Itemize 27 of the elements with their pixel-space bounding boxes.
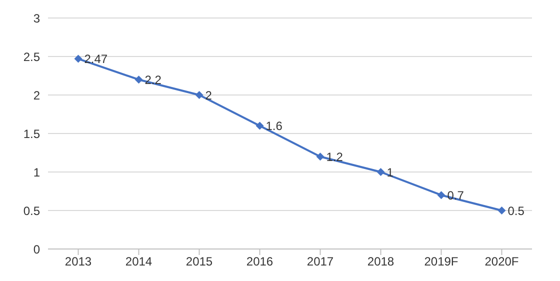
x-tick-label: 2020F (484, 254, 519, 269)
y-tick-label: 3 (33, 11, 40, 26)
point (134, 76, 143, 84)
x-tick-label: 2016 (246, 254, 274, 269)
x-tick-label: 2017 (306, 254, 334, 269)
data-label: 2.47 (84, 52, 108, 66)
point (316, 152, 324, 161)
y-tick-label: 0.5 (23, 204, 40, 218)
y-tick-label: 1.5 (23, 126, 40, 141)
x-tick-label: 2019F (424, 254, 458, 269)
y-tick-label: 2.5 (23, 50, 40, 64)
y-tick-label: 2 (33, 88, 40, 102)
point (498, 206, 506, 214)
x-tick-label: 2013 (64, 254, 92, 269)
y-tick-label: 0 (33, 242, 40, 256)
point (376, 168, 385, 176)
data-label: 0.5 (508, 204, 525, 218)
point (195, 91, 204, 99)
x-tick-label: 2014 (125, 254, 152, 269)
point (437, 191, 446, 200)
y-tick-label: 1 (33, 165, 40, 180)
point (256, 122, 264, 130)
point (74, 54, 82, 63)
x-tick-label: 2015 (186, 254, 213, 269)
data-label: 2 (205, 88, 212, 102)
data-label: 1.6 (266, 119, 283, 134)
x-tick-label: 2018 (367, 254, 394, 269)
